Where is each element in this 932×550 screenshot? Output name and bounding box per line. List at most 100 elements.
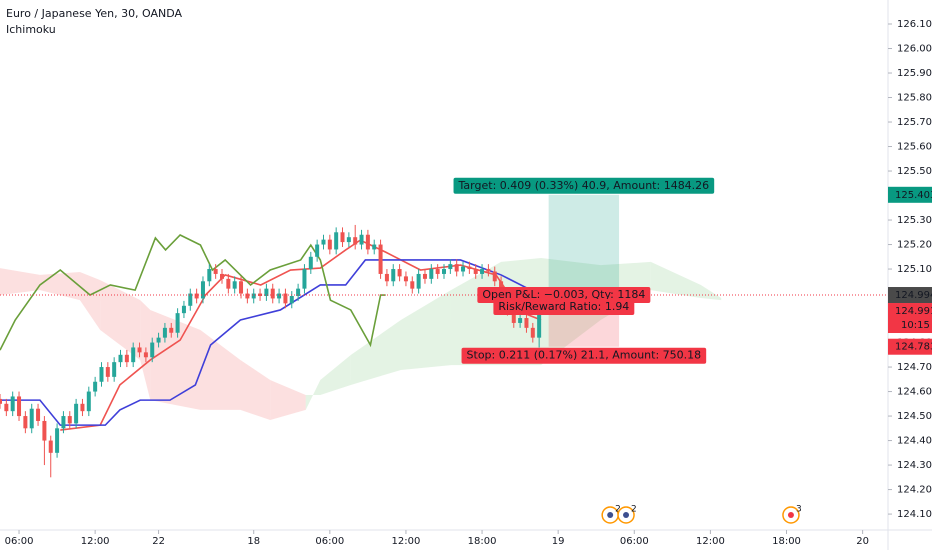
x-tick-label: 06:00 <box>315 536 344 547</box>
y-tick-label: 124.400 <box>897 436 932 447</box>
candle-body <box>467 266 472 270</box>
indicator-line <box>0 259 542 426</box>
cloud-segment <box>0 268 40 296</box>
y-tick-label: 125.500 <box>897 166 932 177</box>
cloud-segment <box>100 280 141 360</box>
price-tag-label: 124.783 <box>895 342 932 353</box>
price-tag <box>888 186 932 203</box>
candle-body <box>0 398 2 404</box>
y-tick-label: 125.300 <box>897 215 932 226</box>
candle-body <box>378 244 383 274</box>
x-tick-label: 18:00 <box>772 536 801 547</box>
candle-body <box>486 269 491 272</box>
candle-body <box>391 269 396 282</box>
candle-body <box>118 354 123 363</box>
y-tick-label: 125.100 <box>897 264 932 275</box>
candle-body <box>384 273 389 282</box>
candle-body <box>302 269 307 289</box>
y-tick-label: 126.100 <box>897 19 932 30</box>
candle-body <box>226 278 231 289</box>
x-tick-label: 12:00 <box>696 536 725 547</box>
candle-body <box>156 337 161 343</box>
x-tick-label: 20 <box>856 536 869 547</box>
cloud-segment <box>700 284 722 301</box>
y-tick-label: 125.700 <box>897 117 932 128</box>
overlay: 124.100 124.200 124.300 124.400 124.500 124.6… <box>5 19 932 547</box>
candle-body <box>258 293 263 296</box>
event-dot <box>623 512 630 518</box>
candle-body <box>251 293 256 299</box>
candle-body <box>289 295 294 304</box>
event-count: 2 <box>631 505 637 515</box>
candle-body <box>334 232 339 250</box>
candle-body <box>23 416 28 429</box>
candle-body <box>435 269 440 274</box>
candle-body <box>86 391 91 412</box>
candle-body <box>162 327 167 338</box>
y-tick-label: 124.500 <box>897 411 932 422</box>
y-tick-label: 124.700 <box>897 362 932 373</box>
ratio-label: Risk/Reward Ratio: 1.94 <box>498 300 629 313</box>
candle-body <box>353 237 358 245</box>
stop-label: Stop: 0.211 (0.17%) 21.1, Amount: 750.18 <box>467 349 702 362</box>
event-count: 3 <box>796 505 802 515</box>
candle-body <box>48 440 53 453</box>
candle-body <box>93 381 98 392</box>
candle-body <box>530 327 535 338</box>
price-tag-countdown: 10:15 <box>901 320 930 331</box>
candle-body <box>315 244 320 257</box>
price-tag-label: 124.991 <box>895 306 932 317</box>
candle-body <box>213 269 218 274</box>
candle-body <box>340 232 345 243</box>
cloud-segment <box>650 261 701 298</box>
ratio-label-box <box>493 299 635 316</box>
target-zone <box>548 194 620 296</box>
candle-body <box>74 403 79 424</box>
event-count: 2 <box>615 505 621 515</box>
y-tick-label: 125.600 <box>897 142 932 153</box>
cloud-segment <box>270 380 306 420</box>
y-tick-label: 124.300 <box>897 460 932 471</box>
price-tag <box>888 287 932 304</box>
candle-body <box>194 293 199 299</box>
candle-body <box>270 288 275 299</box>
candle-body <box>321 239 326 245</box>
y-tick-label: 124.600 <box>897 387 932 398</box>
candle-body <box>442 269 446 274</box>
candle-body <box>10 396 15 412</box>
candle-body <box>429 269 434 279</box>
candle-body <box>416 273 421 289</box>
candle-body <box>239 281 244 294</box>
candle-body <box>403 276 408 282</box>
candle-body <box>175 313 180 333</box>
indicator-line <box>0 234 386 351</box>
candle-body <box>42 420 47 441</box>
candle-body <box>207 269 212 282</box>
candle-body <box>308 256 313 270</box>
candle-body <box>61 416 66 429</box>
candle-body <box>181 305 186 314</box>
candle-body <box>29 408 34 429</box>
cloud-segment <box>150 309 201 410</box>
candle-body <box>372 244 377 250</box>
candle-body <box>511 310 516 323</box>
event-dot <box>787 512 794 518</box>
candle-body <box>473 269 478 274</box>
candle-body <box>105 367 110 377</box>
candle-body <box>137 347 142 353</box>
y-tick-label: 126.000 <box>897 44 932 55</box>
indicator-name: Ichimoku <box>6 23 56 36</box>
candle-body <box>200 281 205 299</box>
cloud-segment <box>400 290 451 370</box>
price-tag-label: 125.403 <box>895 190 932 201</box>
x-tick-label: 06:00 <box>620 536 649 547</box>
y-tick-label: 125.200 <box>897 240 932 251</box>
candle-body <box>36 408 41 421</box>
candle-body <box>277 293 282 299</box>
y-tick-label: 125.900 <box>897 68 932 79</box>
candle-body <box>264 288 269 296</box>
candle-body <box>537 305 542 338</box>
candle-body <box>359 234 364 245</box>
cloud-segment <box>140 300 151 401</box>
